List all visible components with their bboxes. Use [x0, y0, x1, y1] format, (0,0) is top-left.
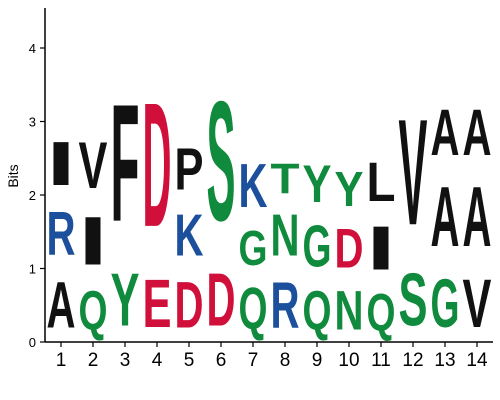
logo-letter-a: A [431, 96, 460, 170]
logo-letter-q: Q [367, 283, 396, 342]
y-axis-title: Bits [5, 164, 21, 187]
y-tick-label: 3 [29, 115, 36, 130]
logo-letter-a: A [431, 171, 460, 266]
logo-letter-d: D [143, 67, 172, 264]
logo-letter-y: Y [111, 258, 140, 343]
logo-letter-e: E [143, 266, 172, 343]
logo-letter-k: K [239, 152, 268, 221]
x-tick-label: 11 [371, 350, 391, 371]
logo-letter-g: G [303, 214, 332, 280]
x-tick-label: 9 [312, 350, 323, 371]
logo-letter-g: G [431, 265, 460, 342]
logo-letter-a: A [463, 171, 492, 266]
logo-letter-a: A [47, 268, 76, 342]
y-tick-label: 2 [29, 188, 36, 203]
logo-letter-v: V [399, 87, 428, 257]
logo-letter-d: D [175, 268, 204, 342]
logo-letter-d: D [335, 218, 364, 280]
y-tick-label: 1 [29, 262, 36, 277]
y-ticks: 0 1 2 3 4 [29, 41, 45, 350]
logo-letter-i: I [367, 214, 396, 284]
logo-letter-i: I [47, 129, 76, 199]
x-tick-label: 6 [216, 350, 227, 371]
x-tick-label: 4 [152, 350, 163, 371]
logo-letter-v: V [463, 266, 492, 343]
logo-letter-i: I [79, 202, 108, 279]
logo-letter-n: N [335, 280, 364, 342]
logo-letter-t: T [271, 154, 300, 202]
logo-letter-s: S [207, 66, 236, 256]
logo-letter-k: K [175, 202, 204, 269]
logo-letter-d: D [207, 257, 236, 342]
logo-letter-a: A [463, 96, 492, 170]
x-tick-label: 3 [120, 350, 131, 371]
x-tick-label: 12 [402, 350, 423, 371]
x-tick-label: 14 [466, 350, 488, 371]
x-tick-label: 10 [338, 350, 359, 371]
x-tick-label: 8 [280, 350, 291, 371]
logo-letter-r: R [47, 200, 76, 269]
logo-letter-q: Q [303, 280, 332, 342]
logo-letter-q: Q [239, 276, 268, 342]
logo-letter-q: Q [79, 280, 108, 342]
y-tick-label: 0 [29, 335, 36, 350]
logo-letter-l: L [367, 150, 396, 212]
logo-letter-n: N [271, 202, 300, 269]
logo-letter-v: V [79, 129, 108, 202]
logo-letter-g: G [239, 221, 268, 276]
x-tick-label: 2 [88, 350, 99, 371]
logo-letter-s: S [399, 258, 428, 343]
y-tick-label: 4 [29, 41, 36, 56]
x-tick-label: 13 [434, 350, 455, 371]
logo-letter-p: P [175, 136, 204, 202]
logo-letter-y: Y [303, 155, 332, 214]
x-tick-label: 5 [184, 350, 195, 371]
x-tick-label: 7 [248, 350, 259, 371]
x-tick-label: 1 [56, 350, 67, 371]
logo-letter-r: R [271, 268, 300, 342]
logo-letter-y: Y [335, 162, 364, 217]
logo-letter-f: F [111, 71, 140, 257]
x-ticks: 1 2 3 4 5 6 7 8 9 10 11 12 13 14 [56, 342, 488, 371]
